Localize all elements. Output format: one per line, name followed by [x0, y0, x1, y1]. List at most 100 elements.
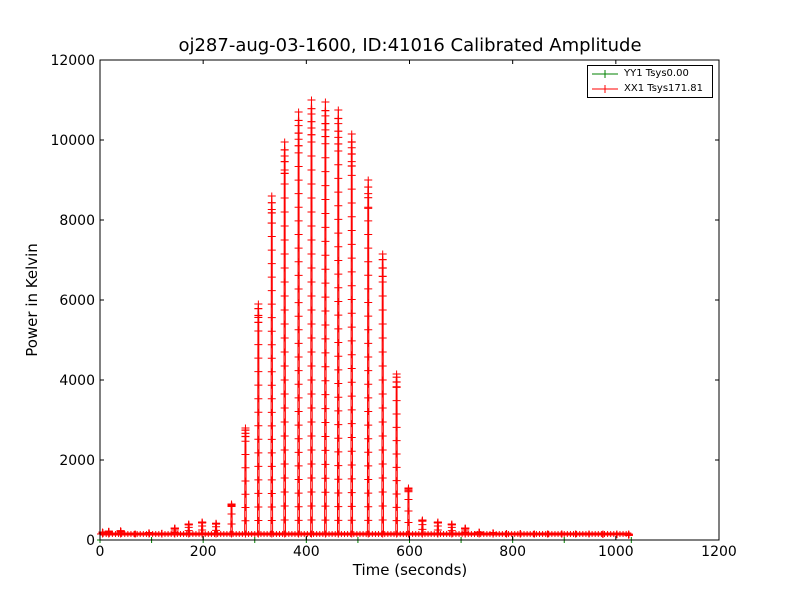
series-xx1-point: [295, 272, 303, 279]
series-xx1-point: [295, 354, 303, 361]
series-xx1-point: [348, 139, 356, 145]
series-xx1-point: [364, 422, 372, 429]
series-xx1-point: [348, 406, 356, 413]
axes-frame: [100, 60, 719, 540]
series-xx1-point: [307, 517, 315, 524]
series-xx1-point: [307, 503, 315, 510]
series-xx1-point: [321, 405, 329, 412]
chart-title: oj287-aug-03-1600, ID:41016 Calibrated A…: [100, 35, 720, 56]
series-xx1-point: [348, 379, 356, 386]
series-xx1-point: [241, 464, 249, 471]
series-xx1-point: [321, 266, 329, 273]
series-xx1-point: [348, 337, 356, 344]
series-xx1-point: [307, 125, 315, 132]
x-tick-label: 0: [96, 544, 105, 560]
series-xx1-point: [281, 335, 289, 342]
series-xx1-spike: [351, 134, 353, 534]
series-xx1-point: [307, 209, 315, 216]
series-xx1-spike: [311, 100, 313, 534]
y-tick-label: 12000: [50, 53, 95, 69]
series-xx1-point: [321, 419, 329, 426]
series-xx1-point: [295, 490, 303, 497]
series-xx1-point: [295, 204, 303, 211]
series-xx1-point: [348, 462, 356, 469]
series-xx1-point: [254, 395, 262, 402]
series-xx1-spike: [337, 110, 339, 534]
series-xx1-point: [334, 115, 342, 121]
series-xx1-point: [254, 490, 262, 497]
series-xx1-point: [254, 382, 262, 389]
series-xx1-point: [281, 419, 289, 426]
series-xx1-point: [379, 265, 387, 271]
series-xx1-point: [348, 268, 356, 275]
series-xx1-point: [307, 461, 315, 468]
series-xx1-point: [364, 367, 372, 374]
series-xx1-point: [295, 130, 303, 136]
series-xx1-point: [379, 321, 387, 328]
series-xx1-point: [268, 422, 276, 429]
series-xx1-point: [334, 448, 342, 455]
series-xx1-point: [295, 435, 303, 442]
series-xx1-point: [281, 279, 289, 286]
series-xx1-point: [254, 368, 262, 375]
series-xx1-point: [364, 184, 372, 190]
series-xx1-point: [379, 405, 387, 412]
series-xx1-point: [348, 282, 356, 289]
series-xx1-point: [268, 341, 276, 348]
series-xx1-point: [321, 489, 329, 496]
series-xx1-point: [334, 230, 342, 237]
series-xx1-spike: [298, 112, 300, 534]
series-xx1-point: [334, 517, 342, 524]
series-xx1-point: [321, 308, 329, 315]
series-xx1-point: [268, 287, 276, 294]
series-xx1-point: [379, 391, 387, 398]
series-xx1-point: [321, 134, 329, 140]
series-xx1-point: [334, 189, 342, 196]
series-xx1-point: [268, 409, 276, 416]
series-xx1-point: [281, 475, 289, 482]
series-xx1-point: [281, 405, 289, 412]
series-xx1-point: [364, 490, 372, 497]
series-xx1-point: [348, 296, 356, 303]
series-xx1-point: [241, 504, 249, 511]
series-xx1-point: [295, 381, 303, 388]
series-xx1-point: [334, 407, 342, 414]
series-xx1-point: [295, 449, 303, 456]
series-xx1-point: [295, 149, 303, 156]
series-xx1-point: [268, 463, 276, 470]
series-xx1-point: [364, 394, 372, 401]
series-xx1-point: [268, 355, 276, 362]
series-xx1-point: [364, 285, 372, 292]
series-xx1-point: [334, 271, 342, 278]
series-xx1-point: [254, 436, 262, 443]
series-xx1-point: [379, 349, 387, 356]
legend-swatch-yy1: [592, 67, 618, 81]
series-xx1-point: [364, 217, 372, 224]
series-xx1-point: [393, 477, 401, 484]
series-xx1-point: [364, 408, 372, 415]
series-xx1-point: [364, 299, 372, 306]
series-xx1-point: [348, 489, 356, 496]
series-xx1-point: [364, 476, 372, 483]
series-xx1-point: [379, 293, 387, 300]
series-xx1-point: [268, 517, 276, 524]
series-xx1-point: [393, 517, 401, 524]
series-xx1-point: [364, 258, 372, 265]
series-xx1-point: [268, 503, 276, 510]
series-xx1-point: [254, 319, 262, 325]
series-xx1-point: [281, 433, 289, 440]
series-xx1-point: [295, 299, 303, 306]
series-xx1-point: [348, 434, 356, 441]
series-xx1-point: [307, 363, 315, 370]
series-xx1-point: [307, 475, 315, 482]
series-xx1-point: [379, 475, 387, 482]
series-xx1-point: [281, 251, 289, 258]
series-xx1-point: [321, 475, 329, 482]
series-xx1-point: [281, 391, 289, 398]
series-xx1-point: [334, 489, 342, 496]
y-tick-label: 8000: [59, 213, 95, 229]
series-xx1-point: [379, 335, 387, 342]
y-tick-label: 6000: [59, 293, 95, 309]
series-xx1-point: [307, 391, 315, 398]
